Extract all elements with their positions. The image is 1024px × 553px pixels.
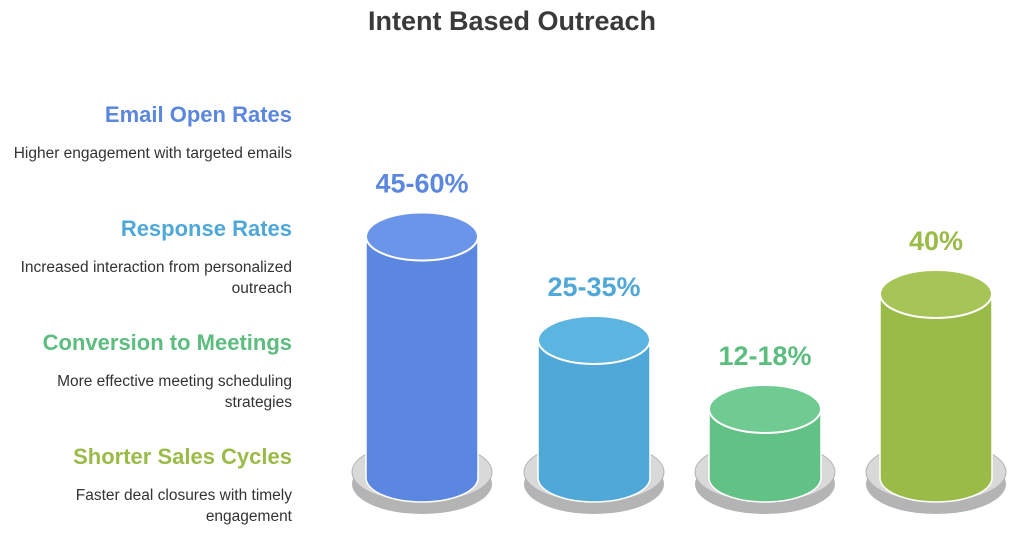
bar-cylinder-top: [365, 211, 479, 262]
legend-label: Email Open Rates: [104, 102, 292, 127]
bar-value-label: 40%: [909, 226, 963, 256]
legend-label: Response Rates: [120, 216, 292, 241]
bar-value-label: 45-60%: [375, 169, 468, 199]
legend-description: Increased interaction from personalized …: [20, 259, 292, 297]
legend-label: Shorter Sales Cycles: [73, 444, 292, 469]
legend-label: Conversion to Meetings: [42, 330, 292, 355]
bar-cylinder: [537, 339, 651, 503]
bar-cylinder-top: [879, 269, 993, 319]
legend-item-response-rates: Response Rates Increased interaction fro…: [2, 215, 292, 299]
legend-description: Faster deal closures with timely engagem…: [75, 487, 292, 525]
legend-item-shorter-sales-cycles: Shorter Sales Cycles Faster deal closure…: [2, 443, 292, 527]
bar-value-label: 12-18%: [718, 341, 811, 371]
chart-title: Intent Based Outreach: [367, 6, 657, 36]
legend-description: More effective meeting scheduling strate…: [57, 373, 292, 411]
legend-item-email-open-rates: Email Open Rates Higher engagement with …: [2, 101, 292, 164]
bar-cylinder-top: [708, 384, 822, 434]
bar-cylinder: [365, 235, 479, 503]
legend-item-conversion-to-meetings: Conversion to Meetings More effective me…: [2, 329, 292, 413]
bar-value-label: 25-35%: [547, 272, 640, 302]
legend-description: Higher engagement with targeted emails: [13, 145, 292, 162]
bar-cylinder: [708, 408, 822, 503]
bar-cylinder-top: [537, 315, 651, 365]
bar-cylinder: [879, 293, 993, 503]
